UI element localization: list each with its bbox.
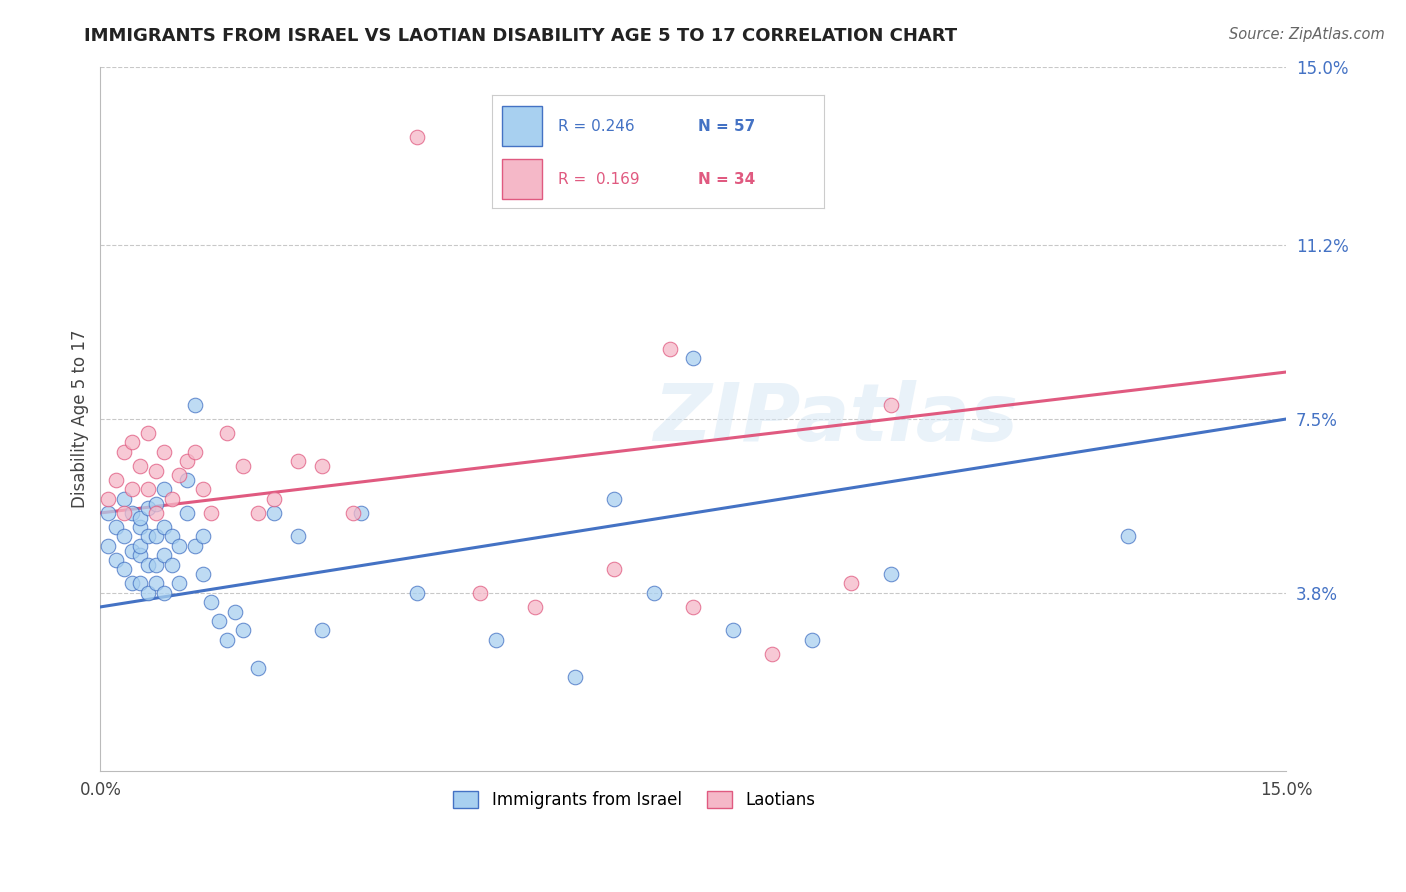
- Point: [136, 529, 159, 543]
- Point: [405, 130, 427, 145]
- Point: [121, 543, 143, 558]
- Point: [128, 548, 150, 562]
- Point: [263, 491, 285, 506]
- Point: [215, 632, 238, 647]
- Point: [721, 624, 744, 638]
- Point: [287, 529, 309, 543]
- Point: [247, 661, 270, 675]
- Point: [136, 586, 159, 600]
- Point: [342, 506, 364, 520]
- Point: [152, 586, 174, 600]
- Point: [145, 558, 167, 572]
- Point: [128, 458, 150, 473]
- Point: [184, 445, 207, 459]
- Point: [145, 529, 167, 543]
- Point: [128, 539, 150, 553]
- Point: [603, 491, 626, 506]
- Point: [184, 539, 207, 553]
- Point: [112, 529, 135, 543]
- Point: [169, 576, 191, 591]
- Point: [169, 539, 191, 553]
- Point: [121, 576, 143, 591]
- Point: [603, 562, 626, 576]
- Point: [485, 632, 508, 647]
- Point: [658, 342, 681, 356]
- Point: [232, 624, 254, 638]
- Point: [191, 567, 214, 582]
- Point: [350, 506, 373, 520]
- Text: Source: ZipAtlas.com: Source: ZipAtlas.com: [1229, 27, 1385, 42]
- Point: [121, 435, 143, 450]
- Point: [176, 473, 198, 487]
- Point: [136, 483, 159, 497]
- Point: [145, 497, 167, 511]
- Text: IMMIGRANTS FROM ISRAEL VS LAOTIAN DISABILITY AGE 5 TO 17 CORRELATION CHART: IMMIGRANTS FROM ISRAEL VS LAOTIAN DISABI…: [84, 27, 957, 45]
- Point: [841, 576, 863, 591]
- Point: [311, 458, 333, 473]
- Point: [564, 670, 586, 684]
- Point: [524, 599, 547, 614]
- Point: [152, 520, 174, 534]
- Point: [160, 529, 183, 543]
- Point: [263, 506, 285, 520]
- Point: [191, 483, 214, 497]
- Y-axis label: Disability Age 5 to 17: Disability Age 5 to 17: [72, 330, 89, 508]
- Point: [880, 398, 903, 412]
- Point: [97, 506, 120, 520]
- Point: [152, 548, 174, 562]
- Point: [682, 599, 704, 614]
- Point: [152, 445, 174, 459]
- Point: [112, 506, 135, 520]
- Point: [121, 483, 143, 497]
- Point: [200, 595, 222, 609]
- Point: [160, 491, 183, 506]
- Point: [208, 614, 231, 628]
- Point: [105, 553, 128, 567]
- Point: [97, 491, 120, 506]
- Point: [191, 529, 214, 543]
- Point: [224, 605, 246, 619]
- Point: [152, 483, 174, 497]
- Point: [468, 586, 491, 600]
- Point: [215, 426, 238, 441]
- Point: [880, 567, 903, 582]
- Point: [643, 586, 665, 600]
- Point: [105, 520, 128, 534]
- Point: [136, 501, 159, 516]
- Point: [761, 647, 783, 661]
- Point: [311, 624, 333, 638]
- Point: [105, 473, 128, 487]
- Point: [112, 491, 135, 506]
- Point: [128, 576, 150, 591]
- Point: [232, 458, 254, 473]
- Point: [200, 506, 222, 520]
- Point: [145, 576, 167, 591]
- Point: [1116, 529, 1139, 543]
- Legend: Immigrants from Israel, Laotians: Immigrants from Israel, Laotians: [447, 784, 821, 816]
- Point: [128, 520, 150, 534]
- Point: [682, 351, 704, 365]
- Point: [97, 539, 120, 553]
- Point: [160, 558, 183, 572]
- Point: [128, 510, 150, 524]
- Point: [145, 464, 167, 478]
- Point: [247, 506, 270, 520]
- Text: ZIPatlas: ZIPatlas: [654, 380, 1018, 458]
- Point: [112, 562, 135, 576]
- Point: [287, 454, 309, 468]
- Point: [136, 426, 159, 441]
- Point: [121, 506, 143, 520]
- Point: [176, 506, 198, 520]
- Point: [176, 454, 198, 468]
- Point: [112, 445, 135, 459]
- Point: [145, 506, 167, 520]
- Point: [184, 398, 207, 412]
- Point: [136, 558, 159, 572]
- Point: [169, 468, 191, 483]
- Point: [800, 632, 823, 647]
- Point: [405, 586, 427, 600]
